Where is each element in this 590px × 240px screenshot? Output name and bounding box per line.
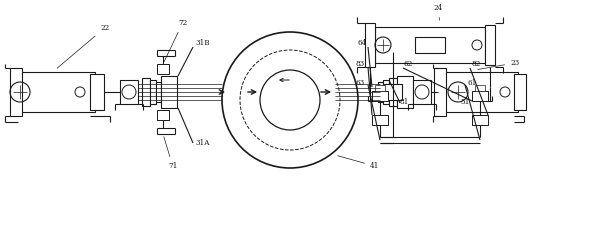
Bar [150, 80, 156, 104]
Bar [413, 80, 431, 104]
Bar [365, 23, 375, 67]
Bar [156, 82, 161, 102]
Bar [485, 25, 495, 65]
Text: 51: 51 [460, 98, 470, 106]
Text: 24: 24 [433, 4, 442, 20]
Bar [514, 74, 526, 110]
Bar [142, 78, 150, 106]
Bar [90, 74, 104, 110]
Bar [161, 76, 177, 108]
Text: 81: 81 [400, 98, 409, 106]
Text: 62: 62 [403, 60, 412, 68]
Bar [375, 27, 485, 63]
Bar [157, 110, 169, 120]
Bar [438, 72, 518, 112]
Bar [15, 72, 95, 112]
Bar [397, 76, 413, 108]
Text: 61: 61 [467, 79, 476, 87]
Bar [383, 80, 389, 104]
Bar [372, 115, 388, 125]
Text: 72: 72 [164, 19, 187, 61]
Bar [434, 68, 446, 116]
Bar [372, 91, 388, 101]
Text: 31B: 31B [195, 39, 209, 47]
Text: 23: 23 [478, 59, 519, 70]
Bar [10, 68, 22, 116]
Text: 83: 83 [355, 60, 364, 68]
Text: 31A: 31A [195, 139, 209, 147]
Text: 71: 71 [164, 137, 178, 170]
Bar [375, 85, 385, 91]
Bar [378, 82, 383, 102]
Text: 63: 63 [355, 79, 364, 87]
Text: 82: 82 [472, 60, 481, 68]
Bar [472, 91, 488, 101]
Bar [384, 84, 402, 100]
Text: 64: 64 [358, 39, 367, 47]
Bar [475, 85, 485, 91]
Bar [157, 64, 169, 74]
Bar [389, 78, 397, 106]
Text: 22: 22 [57, 24, 109, 68]
Bar [120, 80, 138, 104]
Text: 41: 41 [337, 156, 379, 170]
Bar [472, 115, 488, 125]
Bar [415, 37, 445, 53]
